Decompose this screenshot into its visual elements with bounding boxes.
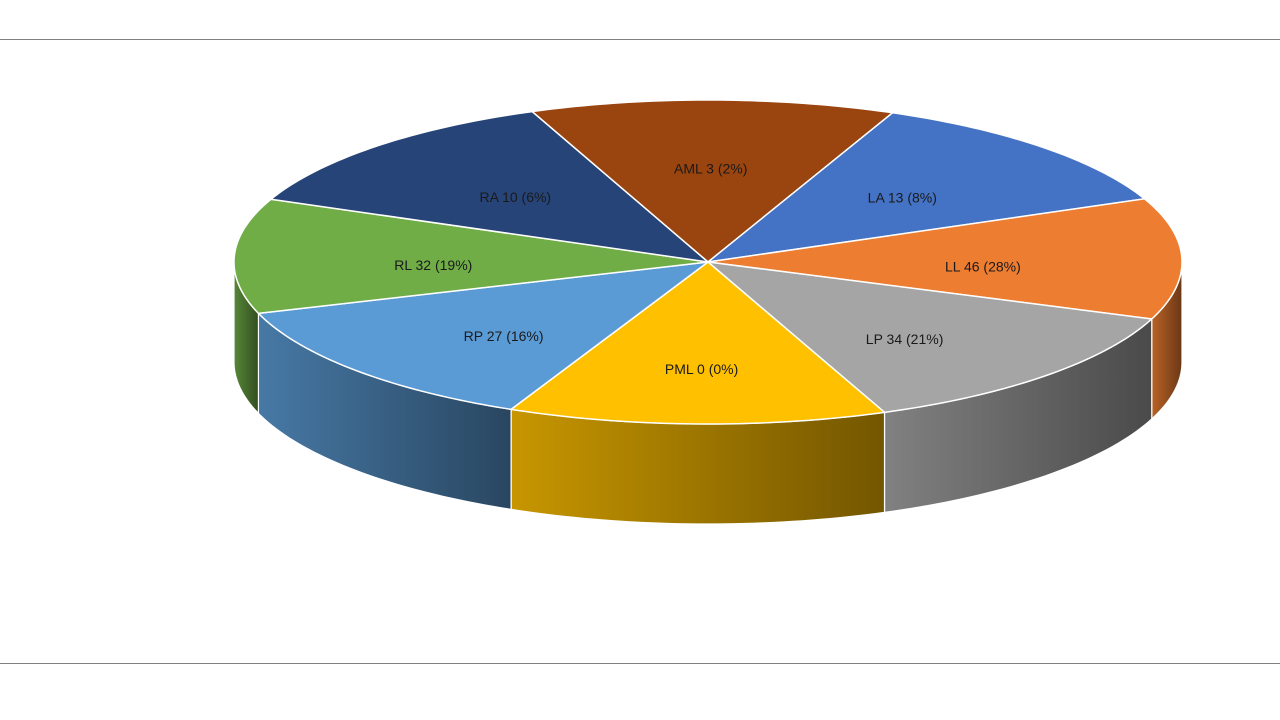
data-label-lp: LP 34 (21%) xyxy=(866,331,944,347)
pie-labels: AML 3 (2%) LA 13 (8%) LL 46 (28%) LP 34 (21… xyxy=(394,160,1021,377)
data-label-ll: LL 46 (28%) xyxy=(945,259,1021,275)
slice-la xyxy=(707,112,1146,263)
bottom-divider xyxy=(0,663,1280,664)
data-label-ra: RA 10 (6%) xyxy=(480,189,552,205)
slice-pml xyxy=(510,261,886,425)
data-label-rp: RP 27 (16%) xyxy=(464,328,544,344)
pie-sides xyxy=(233,261,1183,525)
top-divider xyxy=(0,39,1280,40)
data-label-rl: RL 32 (19%) xyxy=(394,257,472,273)
slice-rl xyxy=(233,198,709,315)
slice-aml xyxy=(531,99,894,263)
slice-side-pml xyxy=(510,408,886,525)
data-label-pml: PML 0 (0%) xyxy=(665,361,738,377)
slice-ra xyxy=(270,110,709,263)
slice-ll xyxy=(707,198,1183,320)
data-label-la: LA 13 (8%) xyxy=(868,190,937,206)
pie-top xyxy=(233,99,1183,425)
data-label-aml: AML 3 (2%) xyxy=(674,160,747,176)
slice-lp xyxy=(707,261,1153,414)
slice-rp xyxy=(257,261,709,411)
